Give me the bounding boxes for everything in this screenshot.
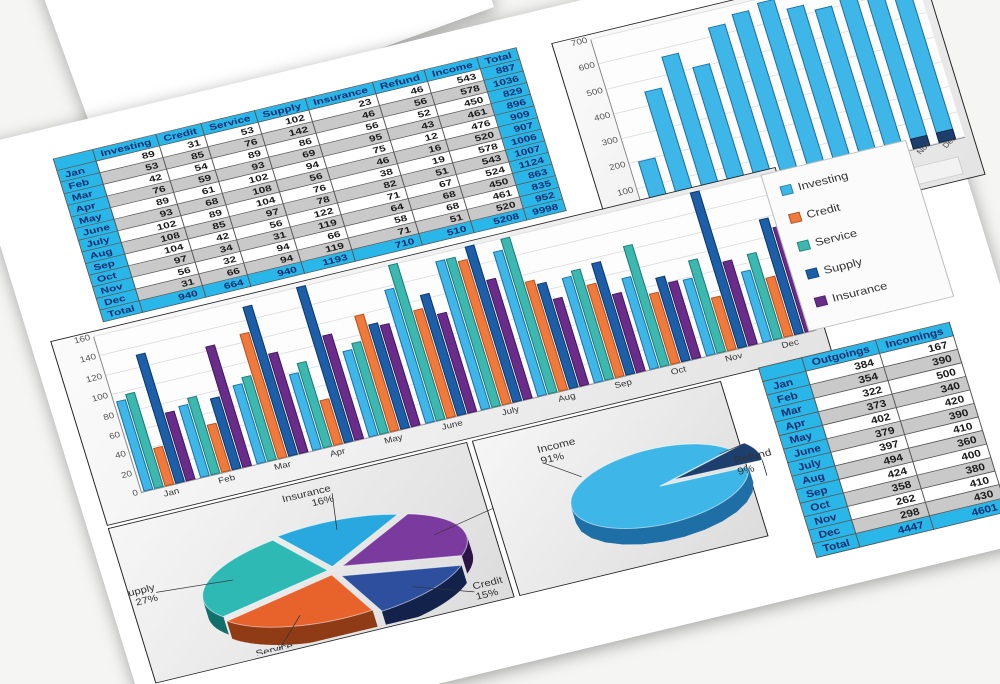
svg-text:21%: 21% [265, 653, 290, 668]
svg-text:9%: 9% [736, 463, 756, 478]
